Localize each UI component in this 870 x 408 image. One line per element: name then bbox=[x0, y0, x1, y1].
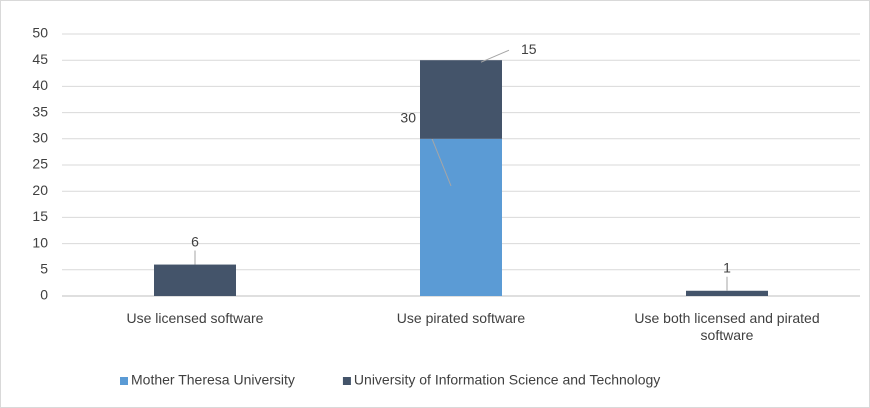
data-label: 1 bbox=[723, 259, 731, 275]
y-tick-label: 30 bbox=[32, 130, 48, 146]
y-tick-label: 15 bbox=[32, 208, 48, 224]
y-tick-label: 45 bbox=[32, 51, 48, 67]
bar-segment bbox=[420, 138, 502, 296]
bar-segment bbox=[420, 60, 502, 139]
y-tick-label: 10 bbox=[32, 234, 48, 250]
legend-label: University of Information Science and Te… bbox=[354, 372, 660, 388]
y-tick-label: 5 bbox=[40, 261, 48, 277]
data-label: 15 bbox=[521, 41, 537, 57]
x-tick-label: Use licensed software bbox=[126, 310, 264, 326]
y-tick-label: 50 bbox=[32, 25, 48, 41]
legend-swatch bbox=[120, 377, 128, 385]
y-tick-label: 25 bbox=[32, 156, 48, 172]
y-tick-label: 0 bbox=[40, 287, 48, 303]
legend-swatch bbox=[342, 377, 351, 385]
data-label: 6 bbox=[191, 233, 199, 249]
x-tick-label: Use both licensed and pirated software bbox=[634, 310, 820, 343]
x-tick-label: Use pirated software bbox=[396, 310, 526, 326]
bar-segment bbox=[154, 264, 236, 296]
data-label: 30 bbox=[400, 110, 416, 126]
leader-line bbox=[480, 49, 510, 63]
y-tick-label: 40 bbox=[32, 77, 48, 93]
y-tick-label: 20 bbox=[32, 182, 48, 198]
legend-label: Mother Theresa University bbox=[131, 372, 295, 388]
y-tick-label: 35 bbox=[32, 103, 48, 119]
bar-segment bbox=[686, 290, 768, 296]
